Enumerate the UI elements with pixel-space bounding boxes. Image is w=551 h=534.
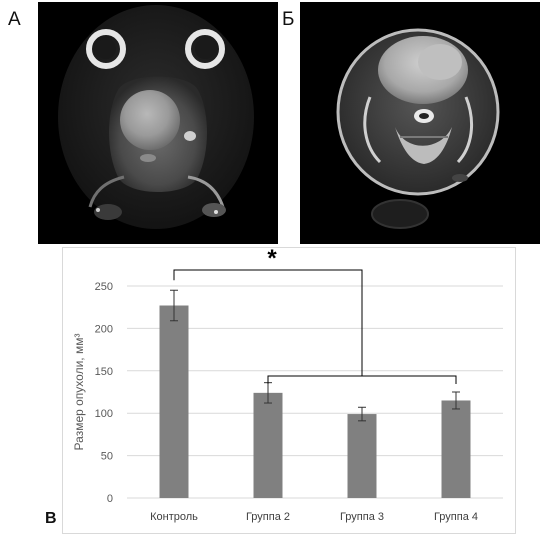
mri-axial-image xyxy=(300,2,540,244)
y-tick-label: 50 xyxy=(101,451,113,463)
x-category-label: Группа 3 xyxy=(340,511,384,523)
mri-coronal-image xyxy=(38,2,278,244)
bar-chart-frame: 0 50 100 150 200 250 Контроль Группа 2 Группа 3… xyxy=(62,247,516,534)
x-axis-categories: Контроль Группа 2 Группа 3 Группа 4 xyxy=(150,511,478,523)
y-tick-label: 100 xyxy=(95,408,113,420)
panel-a-label: А xyxy=(8,9,21,30)
y-axis-title: Размер опухоли, мм³ xyxy=(72,334,86,451)
y-tick-label: 0 xyxy=(107,493,113,505)
y-tick-label: 200 xyxy=(95,323,113,335)
bar xyxy=(159,305,189,498)
y-tick-label: 250 xyxy=(95,281,113,293)
chart-bars xyxy=(159,289,471,498)
chart-gridlines xyxy=(127,285,503,499)
x-category-label: Группа 4 xyxy=(434,511,478,523)
x-category-label: Контроль xyxy=(150,511,198,523)
y-axis-ticks: 0 50 100 150 200 250 xyxy=(95,281,113,505)
mri-coronal-drawing xyxy=(58,5,254,229)
panel-b-label: Б xyxy=(282,9,295,30)
mri-axial-drawing xyxy=(336,28,500,229)
significance-bracket: * xyxy=(173,248,457,384)
bar xyxy=(441,400,471,498)
panel-c-label: В xyxy=(45,510,57,527)
y-tick-label: 150 xyxy=(95,366,113,378)
x-category-label: Группа 2 xyxy=(246,511,290,523)
bracket-groups xyxy=(267,375,457,384)
bar xyxy=(253,392,283,498)
significance-star: * xyxy=(267,248,277,272)
bracket-main xyxy=(173,269,363,376)
bar-chart: 0 50 100 150 200 250 Контроль Группа 2 Группа 3… xyxy=(72,248,503,523)
bar xyxy=(347,414,377,498)
